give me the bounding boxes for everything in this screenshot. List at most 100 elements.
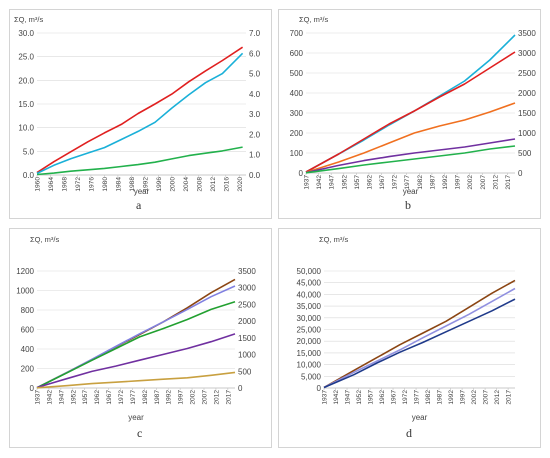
x-tick-label: 1997 [455,175,462,190]
x-tick-label: 1977 [414,390,421,405]
series-line-4 [36,371,236,389]
series-line-1 [323,287,516,389]
x-tick-label: 2012 [210,177,217,192]
y-right-tick-label: 3500 [518,29,536,38]
panel-letter-d: d [406,426,412,440]
panel-letter-a: a [136,198,142,212]
y-right-tick-label: 0 [238,384,243,393]
y-right-tick-label: 1500 [238,334,256,343]
y-left-tick-label: 25.0 [18,53,34,62]
series-line-0 [36,278,236,389]
x-tick-label: 1957 [354,175,361,190]
x-tick-label: 1937 [322,390,329,405]
series-line-0 [36,46,244,174]
x-tick-label: 1957 [82,390,89,405]
x-tick-label: 2000 [169,177,176,192]
panel-letter-b: b [405,198,411,212]
chart-a: 0.0 5.0 10.0 15.0 20.0 25.0 30.0 0.0 1.0 2.0 3.0 4.… [14,15,261,196]
y-left-tick-label: 0 [317,384,322,393]
y-right-tick-label: 7.0 [249,29,261,38]
x-tick-label: 2007 [480,175,487,190]
y-left-tick-label: 20,000 [297,337,322,346]
chart-b: 0 100 200 300 400 500 600 700 0 500 1000 1500 2000 25… [290,15,537,196]
x-tick-label: 1980 [102,177,109,192]
x-tick-label: 1957 [368,390,375,405]
x-tick-label: 1976 [88,177,95,192]
x-tick-label: 1960 [35,177,42,192]
x-tick-label: 1962 [366,175,373,190]
y-right-tick-label: 500 [518,149,532,158]
y-right-tick-label: 3500 [238,267,256,276]
x-tick-label: 1947 [58,390,65,405]
x-tick-label: 1982 [425,390,432,405]
series-line-2 [36,301,236,389]
y-left-tick-label: 0 [299,169,304,178]
series-line-0 [323,279,516,389]
y-right-tick-label: 3.0 [249,110,261,119]
panel-b: 0 100 200 300 400 500 600 700 0 500 1000 1500 2000 25… [278,9,541,219]
y-right-tick-label: 0.0 [249,171,261,180]
y-left-tick-label: 15,000 [297,349,322,358]
x-tick-label: 1952 [341,175,348,190]
y-left-tick-label: 15.0 [18,100,34,109]
y-right-tick-label: 0 [518,169,523,178]
y-left-tick-label: 5.0 [23,147,35,156]
y-left-tick-label: 10.0 [18,124,34,133]
y-left-tick-label: 0.0 [23,171,35,180]
x-tick-label: 1987 [437,390,444,405]
x-tick-label: 1984 [115,177,122,192]
x-tick-label: 2012 [494,390,501,405]
x-axis-label: year [412,413,428,422]
y-left-tick-label: 0 [30,384,35,393]
y-right-tick-label: 5.0 [249,70,261,79]
x-tick-label: 1982 [142,390,149,405]
y-right-tick-label: 1000 [518,129,536,138]
y-left-tick-label: 25,000 [297,326,322,335]
y-left-tick-label: 35,000 [297,302,322,311]
y-left-tick-label: 500 [290,69,304,78]
series-line-2 [323,298,516,389]
x-tick-label: 1996 [156,177,163,192]
x-tick-label: 1992 [142,177,149,192]
series-line-0 [305,34,516,173]
series-line-1 [305,51,516,173]
y-right-tick-label: 2.0 [249,130,261,139]
x-tick-label: 2017 [506,390,513,405]
x-tick-label: 1992 [166,390,173,405]
y-axis-label: ΣQ, m³/s [319,235,348,244]
y-left-tick-label: 5,000 [301,372,322,381]
x-tick-label: 2004 [183,177,190,192]
x-tick-label: 1952 [356,390,363,405]
y-right-tick-label: 2000 [518,89,536,98]
x-tick-label: 2020 [237,177,244,192]
y-right-tick-label: 2500 [238,300,256,309]
y-left-tick-label: 40,000 [297,290,322,299]
x-tick-label: 1988 [129,177,136,192]
x-tick-label: 1982 [417,175,424,190]
panel-d: 0 5,000 10,000 15,000 20,000 25,000 30,000 35,0… [278,228,541,448]
x-tick-label: 1967 [391,390,398,405]
y-left-tick-label: 400 [21,345,35,354]
x-axis-label: year [128,413,144,422]
y-left-tick-label: 200 [290,129,304,138]
y-right-tick-label: 3000 [518,49,536,58]
x-tick-label: 2017 [225,390,232,405]
series-line-3 [305,138,516,174]
y-left-tick-label: 1000 [16,287,34,296]
x-tick-label: 2012 [213,390,220,405]
x-tick-label: 1977 [404,175,411,190]
y-axis-label: ΣQ, m³/s [30,235,59,244]
y-left-tick-label: 50,000 [297,267,322,276]
x-tick-label: 1972 [402,390,409,405]
y-left-tick-label: 200 [21,365,35,374]
y-left-tick-label: 600 [290,49,304,58]
x-tick-label: 1942 [316,175,323,190]
x-tick-label: 1992 [448,390,455,405]
x-tick-label: 1972 [118,390,125,405]
x-tick-label: 1947 [345,390,352,405]
x-tick-label: 1952 [70,390,77,405]
x-tick-label: 1962 [379,390,386,405]
y-right-tick-label: 2000 [238,317,256,326]
x-tick-label: 1977 [130,390,137,405]
x-tick-label: 1987 [154,390,161,405]
